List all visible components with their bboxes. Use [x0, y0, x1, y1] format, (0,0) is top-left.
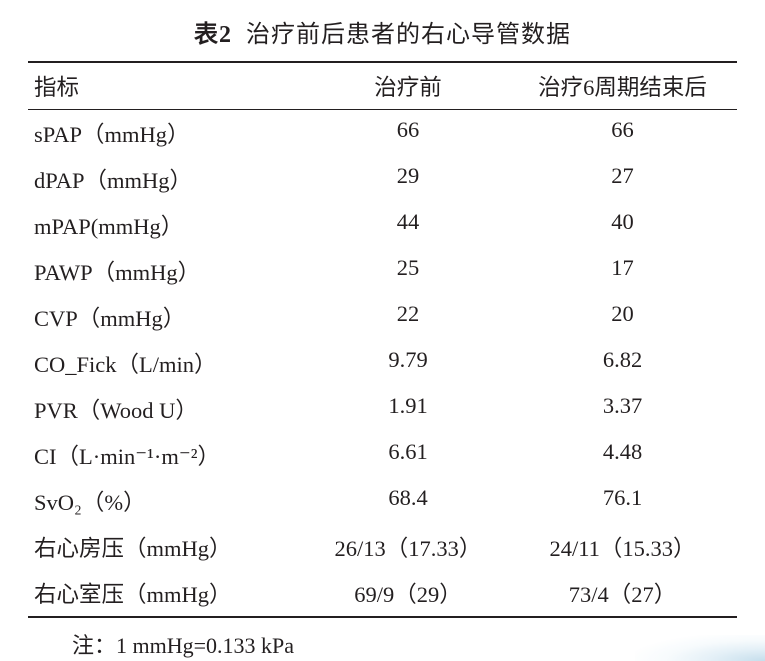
- table-footnote: 注：1 mmHg=0.133 kPa: [28, 618, 737, 660]
- cell-before: 1.91: [308, 386, 508, 432]
- cell-before: 69/9（29）: [308, 570, 508, 616]
- table-row: dPAP（mmHg） 29 27: [28, 156, 737, 202]
- table-caption: 表2 治疗前后患者的右心导管数据: [28, 14, 737, 49]
- cell-after: 17: [508, 248, 737, 294]
- table-title: 治疗前后患者的右心导管数据: [246, 22, 571, 48]
- cell-after: 76.1: [508, 478, 737, 524]
- cell-after: 20: [508, 294, 737, 340]
- cell-before: 6.61: [308, 432, 508, 478]
- table-row: 右心室压（mmHg） 69/9（29） 73/4（27）: [28, 570, 737, 616]
- cell-metric: CI（L·min⁻¹·m⁻²）: [28, 432, 308, 478]
- cell-before: 44: [308, 202, 508, 248]
- table-row: CO_Fick（L/min） 9.79 6.82: [28, 340, 737, 386]
- cell-before: 68.4: [308, 478, 508, 524]
- cell-metric: CO_Fick（L/min）: [28, 340, 308, 386]
- cell-metric: SvO₂（%）: [28, 478, 308, 524]
- cell-before: 25: [308, 248, 508, 294]
- table-row: CI（L·min⁻¹·m⁻²） 6.61 4.48: [28, 432, 737, 478]
- cell-before: 29: [308, 156, 508, 202]
- cell-metric: dPAP（mmHg）: [28, 156, 308, 202]
- cell-metric: 右心房压（mmHg）: [28, 524, 308, 570]
- cell-metric: mPAP(mmHg）: [28, 202, 308, 248]
- table-header-row: 指标 治疗前 治疗6周期结束后: [28, 63, 737, 110]
- cell-before: 26/13（17.33）: [308, 524, 508, 570]
- cell-metric: PVR（Wood U）: [28, 386, 308, 432]
- table-row: PAWP（mmHg） 25 17: [28, 248, 737, 294]
- cell-after: 27: [508, 156, 737, 202]
- col-header-before: 治疗前: [308, 63, 508, 109]
- cell-metric: 右心室压（mmHg）: [28, 570, 308, 616]
- cell-before: 9.79: [308, 340, 508, 386]
- table-row: 右心房压（mmHg） 26/13（17.33） 24/11（15.33）: [28, 524, 737, 570]
- data-table: 指标 治疗前 治疗6周期结束后 sPAP（mmHg） 66 66 dPAP（mm…: [28, 61, 737, 618]
- table-number: 表2: [194, 22, 232, 48]
- cell-after: 4.48: [508, 432, 737, 478]
- col-header-after: 治疗6周期结束后: [508, 63, 737, 109]
- cell-metric: CVP（mmHg）: [28, 294, 308, 340]
- cell-after: 40: [508, 202, 737, 248]
- cell-metric: sPAP（mmHg）: [28, 110, 308, 156]
- cell-after: 66: [508, 110, 737, 156]
- cell-after: 24/11（15.33）: [508, 524, 737, 570]
- table-row: CVP（mmHg） 22 20: [28, 294, 737, 340]
- col-header-metric: 指标: [28, 63, 308, 109]
- table-row: sPAP（mmHg） 66 66: [28, 110, 737, 156]
- table-row: SvO₂（%） 68.4 76.1: [28, 478, 737, 524]
- cell-after: 6.82: [508, 340, 737, 386]
- cell-before: 22: [308, 294, 508, 340]
- cell-after: 73/4（27）: [508, 570, 737, 616]
- cell-metric: PAWP（mmHg）: [28, 248, 308, 294]
- cell-after: 3.37: [508, 386, 737, 432]
- cell-before: 66: [308, 110, 508, 156]
- table-row: mPAP(mmHg） 44 40: [28, 202, 737, 248]
- table-row: PVR（Wood U） 1.91 3.37: [28, 386, 737, 432]
